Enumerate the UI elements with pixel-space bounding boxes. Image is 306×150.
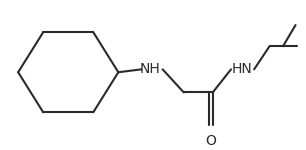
Text: O: O <box>205 134 216 148</box>
Text: NH: NH <box>140 62 160 76</box>
Text: HN: HN <box>231 62 252 76</box>
